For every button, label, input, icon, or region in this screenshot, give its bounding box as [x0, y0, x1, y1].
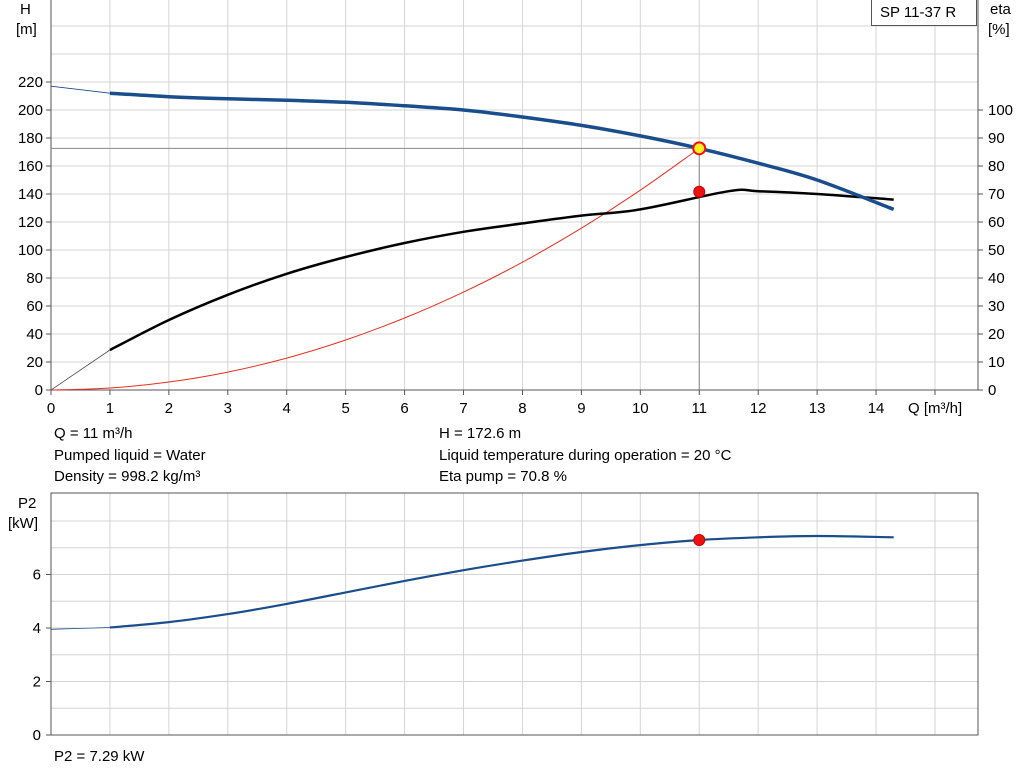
y-right-tick-label: 0 — [988, 382, 996, 399]
p2-axis-label: P2 — [18, 495, 36, 512]
info-liquid: Pumped liquid = Water — [54, 447, 206, 464]
info-eta: Eta pump = 70.8 % — [439, 468, 567, 485]
x-tick-label: 13 — [809, 400, 826, 417]
y-left-tick-label: 180 — [18, 130, 43, 147]
x-tick-label: 11 — [691, 400, 707, 417]
head-curve — [109, 91, 895, 212]
x-tick-label: 0 — [47, 400, 55, 417]
x-tick-label: 10 — [632, 400, 649, 417]
p2-tick-label: 0 — [33, 727, 41, 744]
y-left-tick-label: 160 — [18, 158, 43, 175]
x-tick-label: 7 — [459, 400, 467, 417]
top-chart-grid — [46, 0, 983, 395]
x-tick-label: 6 — [400, 400, 408, 417]
model-label: SP 11-37 R — [880, 4, 957, 21]
bottom-plot-area — [51, 493, 978, 735]
p2-tick-label: 4 — [33, 620, 41, 637]
y-right-tick-label: 80 — [988, 158, 1005, 175]
y-right-tick-label: 40 — [988, 270, 1005, 287]
p2-tick-label: 2 — [33, 674, 41, 691]
y-left-tick-label: 0 — [35, 382, 43, 399]
head-operating-point — [692, 141, 707, 156]
x-tick-label: 14 — [868, 400, 885, 417]
x-tick-label: 12 — [750, 400, 767, 417]
y-left-tick-label: 60 — [26, 298, 43, 315]
y-right-axis-label: eta — [990, 1, 1012, 18]
bottom-chart-curves — [50, 533, 894, 630]
y-left-tick-label: 220 — [18, 74, 43, 91]
info-temperature: Liquid temperature during operation = 20… — [439, 447, 732, 464]
y-right-tick-label: 30 — [988, 298, 1005, 315]
y-left-axis-label: H — [20, 1, 31, 18]
p2-curve-extrapolated — [50, 627, 110, 630]
y-left-tick-label: 200 — [18, 102, 43, 119]
top-chart-curves — [50, 85, 895, 391]
bottom-chart-grid — [46, 492, 979, 736]
y-right-tick-label: 60 — [988, 214, 1005, 231]
y-left-tick-label: 20 — [26, 354, 43, 371]
y-right-axis-unit: [%] — [988, 21, 1010, 38]
eta-operating-point — [693, 185, 706, 198]
y-right-tick-label: 100 — [988, 102, 1013, 119]
model-label-box: SP 11-37 R — [871, 0, 977, 26]
y-right-tick-label: 50 — [988, 242, 1005, 259]
system-curve — [50, 147, 700, 391]
x-tick-label: 4 — [283, 400, 291, 417]
y-left-tick-label: 120 — [18, 214, 43, 231]
p2-curve — [109, 534, 894, 629]
chart-labels: 0 1 2 3 4 5 6 7 8 9 10 11 12 13 1402040608010012014016… — [8, 1, 1013, 744]
x-tick-label: 8 — [518, 400, 526, 417]
y-right-tick-label: 70 — [988, 186, 1005, 203]
head-curve-extrapolated — [50, 85, 110, 94]
x-tick-label: 1 — [106, 400, 114, 417]
p2-operating-point — [693, 533, 706, 546]
x-tick-label: 2 — [165, 400, 173, 417]
x-tick-label: 5 — [341, 400, 349, 417]
y-right-tick-label: 10 — [988, 354, 1005, 371]
y-left-tick-label: 80 — [26, 270, 43, 287]
info-head: H = 172.6 m — [439, 425, 522, 442]
eta-curve-extrapolated — [50, 349, 111, 391]
x-tick-label: 3 — [224, 400, 232, 417]
y-left-tick-label: 40 — [26, 326, 43, 343]
info-power: P2 = 7.29 kW — [54, 748, 145, 765]
x-tick-label: 9 — [577, 400, 585, 417]
y-left-tick-label: 140 — [18, 186, 43, 203]
info-density: Density = 998.2 kg/m³ — [54, 468, 201, 485]
y-left-tick-label: 100 — [18, 242, 43, 259]
p2-axis-unit: [kW] — [8, 515, 38, 532]
bottom-plot-frame — [50, 492, 979, 736]
info-flow: Q = 11 m³/h — [54, 425, 133, 442]
x-axis-label: Q [m³/h] — [908, 400, 962, 417]
y-right-tick-label: 20 — [988, 326, 1005, 343]
p2-tick-label: 6 — [33, 567, 41, 584]
y-left-axis-unit: [m] — [16, 21, 37, 38]
y-right-tick-label: 90 — [988, 130, 1005, 147]
eta-curve — [109, 188, 894, 352]
